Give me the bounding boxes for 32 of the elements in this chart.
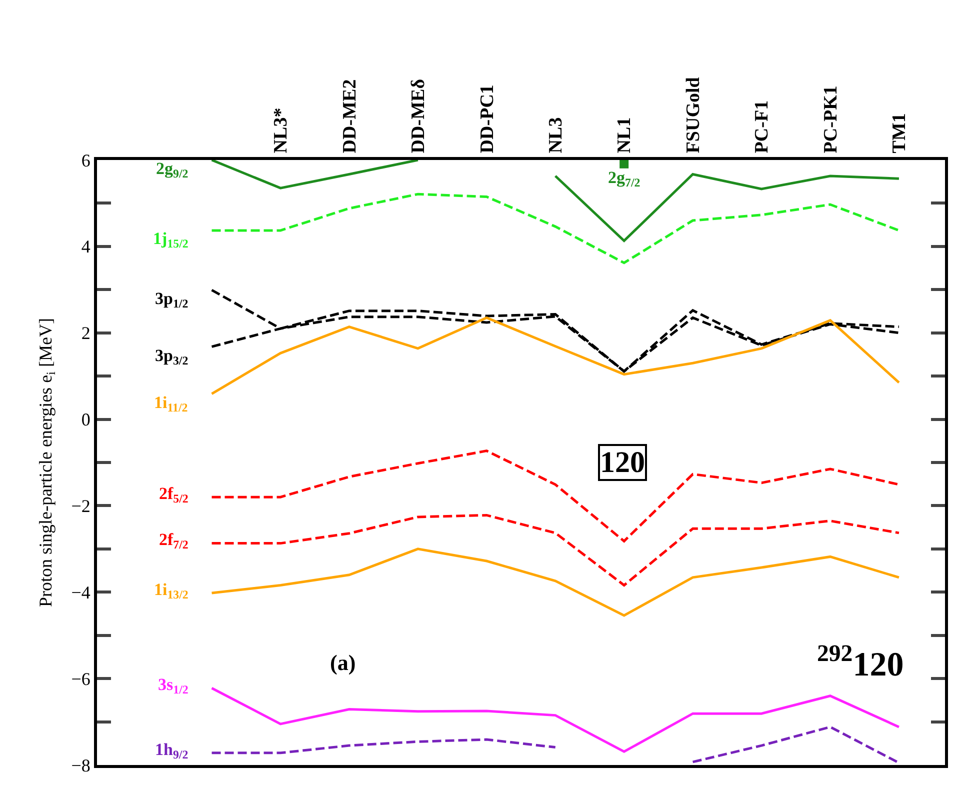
y-tick-label: 2: [81, 323, 90, 344]
series-label: 1i$_{13/2}$: [154, 580, 188, 602]
series-label: 3p$_{3/2}$: [155, 346, 188, 368]
y-tick-label: 0: [81, 410, 90, 430]
x-tick-label: NL1: [614, 117, 636, 154]
annotation: (a): [330, 650, 356, 675]
series-label: 3p$_{1/2}$: [155, 289, 188, 311]
x-tick-label: PC-F1: [752, 100, 773, 154]
series-label: 2g$_{7/2}$: [608, 168, 640, 190]
x-tick-label: NL3: [546, 117, 567, 154]
x-tick-label: DD-MEδ: [408, 78, 430, 154]
series-label: 3s$_{1/2}$: [158, 675, 188, 697]
x-tick-label: DD-PC1: [476, 84, 498, 154]
x-tick-label: FSUGold: [682, 76, 704, 154]
x-tick-label: TM1: [889, 113, 910, 154]
y-tick-label: −4: [71, 582, 90, 602]
series-label: 1i$_{11/2}$: [154, 393, 188, 415]
y-tick-label: −6: [71, 668, 90, 689]
x-tick-label: DD-ME2: [339, 79, 360, 154]
annotation: 120: [600, 446, 645, 479]
y-tick-label: −8: [71, 755, 90, 776]
series-label: 2f$_{5/2}$: [159, 484, 188, 506]
y-tick-label: 4: [81, 236, 90, 257]
x-tick-label: NL3*: [270, 108, 292, 154]
x-tick-label: PC-PK1: [820, 86, 842, 154]
series-label: 2f$_{7/2}$: [159, 530, 188, 552]
series-label: 1h$_{9/2}$: [155, 740, 188, 762]
y-tick-label: −2: [71, 496, 90, 516]
annotation: $^{292}$120: [817, 641, 904, 684]
series-label: 2g$_{9/2}$: [156, 159, 188, 181]
y-tick-label: 6: [81, 150, 90, 170]
series-label: 1j$_{15/2}$: [153, 229, 188, 251]
